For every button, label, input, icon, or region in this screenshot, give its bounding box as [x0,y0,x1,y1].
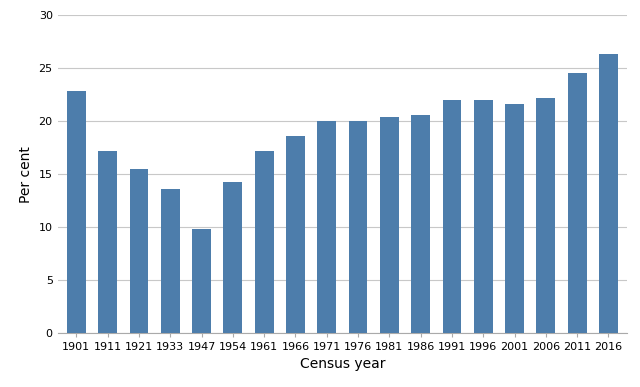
Bar [412,115,430,333]
Bar [536,98,556,333]
Bar [255,151,273,333]
Bar [474,100,493,333]
Bar [568,73,586,333]
Bar [99,151,117,333]
Bar [192,229,211,333]
X-axis label: Census year: Census year [300,358,385,372]
Bar [349,121,367,333]
Bar [380,117,399,333]
Bar [161,189,180,333]
Bar [286,136,305,333]
Bar [223,182,243,333]
Bar [505,104,524,333]
Bar [317,121,336,333]
Y-axis label: Per cent: Per cent [19,146,33,202]
Bar [442,100,461,333]
Bar [129,169,148,333]
Bar [67,91,86,333]
Bar [599,53,618,333]
